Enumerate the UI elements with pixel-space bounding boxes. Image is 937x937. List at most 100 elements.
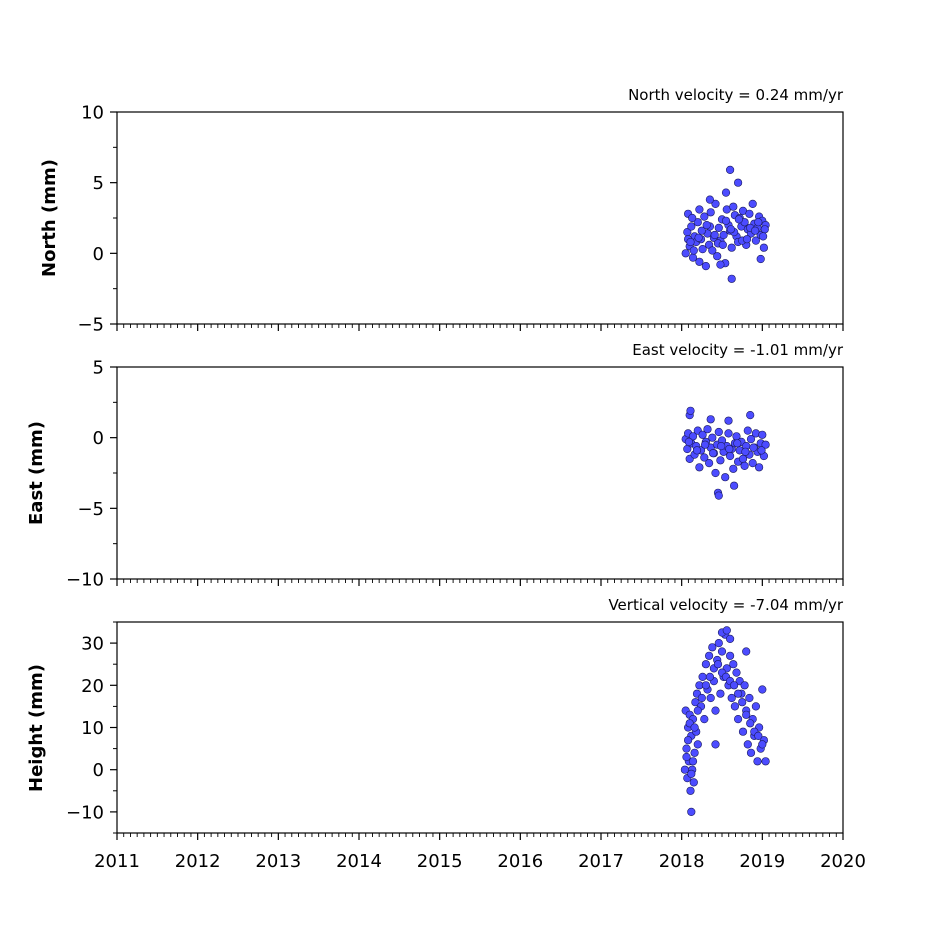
data-point	[719, 230, 728, 240]
data-point	[746, 719, 755, 728]
data-point	[688, 757, 698, 766]
north-velocity-label: North velocity = 0.24 mm/yr	[628, 86, 844, 104]
year-tick-label: 2019	[739, 851, 785, 872]
data-point	[698, 245, 707, 254]
data-point	[716, 260, 725, 269]
data-point	[703, 425, 712, 434]
data-point	[750, 226, 760, 235]
data-point	[754, 218, 763, 227]
north-ytick-label: 0	[93, 244, 104, 265]
year-tick-label: 2018	[659, 851, 705, 872]
data-point	[711, 468, 720, 478]
data-point	[704, 651, 714, 660]
data-point	[702, 221, 711, 230]
vertical-velocity-label: Vertical velocity = -7.04 mm/yr	[608, 596, 843, 614]
year-tick-label: 2017	[578, 851, 624, 872]
north-points	[681, 165, 770, 283]
data-point	[689, 778, 698, 787]
data-point	[700, 212, 709, 221]
height-axes-frame	[116, 621, 844, 834]
data-point	[717, 647, 727, 656]
data-point	[745, 693, 754, 703]
height-ytick-label: 10	[81, 718, 104, 739]
data-point	[711, 199, 720, 208]
data-point	[697, 693, 706, 703]
data-point	[695, 205, 704, 214]
data-point	[729, 464, 738, 473]
data-point	[713, 252, 722, 261]
data-point	[693, 740, 702, 749]
data-point	[725, 651, 735, 660]
data-point	[698, 430, 707, 439]
east-axes-frame	[116, 366, 844, 580]
data-point	[683, 736, 693, 745]
data-point	[725, 444, 734, 454]
year-tick-label: 2011	[94, 851, 140, 872]
data-point	[716, 456, 725, 465]
east-panel: East velocity = -1.01 mm/yr East (mm) −1…	[26, 341, 844, 591]
north-axis-label: North (mm)	[39, 159, 60, 277]
height-ytick-label: 20	[81, 676, 104, 697]
year-tick-label: 2015	[417, 851, 463, 872]
data-point	[704, 459, 714, 468]
data-point	[721, 473, 730, 482]
data-point	[721, 188, 731, 197]
data-point	[758, 430, 767, 439]
data-point	[688, 432, 698, 441]
data-point	[751, 702, 761, 711]
data-point	[742, 235, 752, 244]
data-point	[705, 195, 715, 204]
height-ytick-label: 30	[81, 634, 104, 655]
data-point	[687, 807, 696, 817]
data-point	[729, 481, 739, 490]
data-point	[738, 727, 748, 736]
data-point	[700, 453, 709, 462]
data-point	[729, 681, 739, 690]
data-point	[717, 442, 726, 451]
data-point	[693, 706, 702, 715]
data-point	[686, 786, 695, 795]
data-point	[694, 233, 703, 242]
data-point	[734, 215, 744, 224]
data-point	[714, 638, 723, 648]
data-point	[748, 199, 757, 208]
data-point	[682, 752, 691, 762]
data-point	[689, 246, 698, 255]
data-point	[742, 647, 751, 656]
data-point	[691, 698, 700, 707]
height-panel: Vertical velocity = -7.04 mm/yr Height (…	[26, 596, 866, 872]
data-point	[751, 236, 761, 245]
data-point	[759, 243, 769, 252]
east-ytick-label: 0	[93, 428, 104, 449]
data-point	[705, 672, 715, 682]
data-point	[708, 433, 717, 442]
data-point	[724, 416, 733, 425]
data-point	[706, 693, 715, 703]
data-point	[754, 731, 763, 741]
data-point	[730, 702, 740, 711]
north-ytick-label: 5	[93, 173, 104, 194]
data-point	[727, 243, 736, 252]
north-panel: North velocity = 0.24 mm/yr North (mm) −…	[39, 86, 844, 336]
north-axes-frame	[116, 111, 844, 325]
data-point	[756, 254, 765, 264]
data-point	[708, 246, 717, 255]
data-point	[758, 740, 767, 749]
data-point	[684, 437, 694, 447]
data-point	[754, 463, 764, 472]
data-point	[706, 208, 715, 217]
data-point	[743, 740, 752, 749]
data-point	[690, 723, 699, 732]
data-point	[760, 225, 769, 234]
east-velocity-label: East velocity = -1.01 mm/yr	[632, 341, 844, 359]
data-point	[725, 634, 735, 644]
data-point	[714, 223, 723, 232]
data-point	[687, 769, 696, 779]
data-point	[724, 429, 733, 438]
data-point	[726, 225, 736, 234]
year-tick-label: 2013	[255, 851, 301, 872]
data-point	[733, 714, 743, 724]
data-point	[729, 660, 738, 669]
height-ytick-label: 0	[93, 760, 104, 781]
